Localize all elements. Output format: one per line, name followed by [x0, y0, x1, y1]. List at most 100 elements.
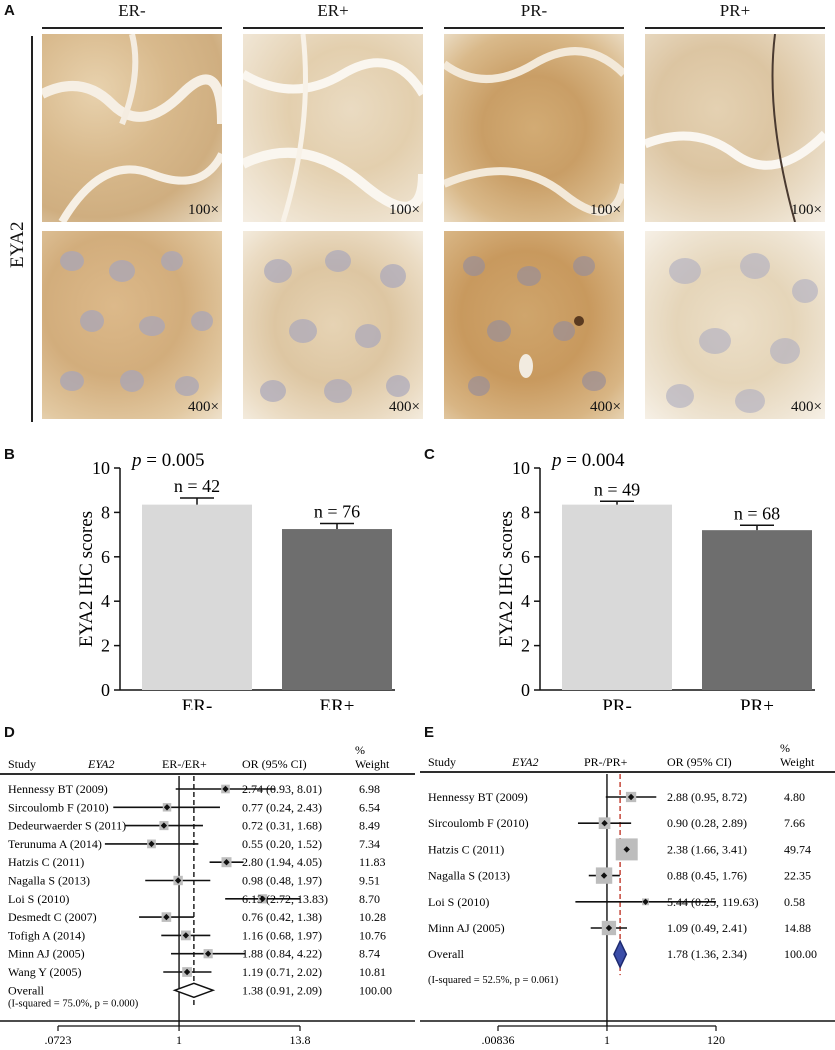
tissue-texture	[645, 34, 825, 222]
bar	[702, 530, 812, 690]
weight-value: 6.54	[359, 800, 380, 814]
weight-value: 9.51	[359, 874, 380, 888]
weight-value: 22.35	[784, 869, 811, 883]
study-name: Terunuma A (2014)	[8, 837, 102, 851]
tissue-texture	[666, 253, 818, 413]
bar	[282, 529, 392, 690]
tissue-texture	[444, 47, 624, 216]
tissue-texture	[60, 251, 213, 396]
heterogeneity-label: (I-squared = 52.5%, p = 0.061)	[428, 975, 559, 986]
panel-label-c: C	[424, 446, 435, 463]
micrograph-pr-neg-400x: 400×	[444, 231, 624, 419]
y-tick-label: 6	[521, 547, 530, 567]
point-estimate	[605, 924, 613, 932]
or-ci-value: 1.16 (0.68, 1.97)	[242, 928, 322, 942]
header-percent: %	[780, 741, 790, 755]
panel-label-e: E	[424, 724, 435, 741]
column-header-pr-neg: PR-	[520, 1, 548, 20]
heterogeneity-label: (I-squared = 75.0%, p = 0.000)	[8, 998, 139, 1009]
x-tick-label: PR+	[740, 696, 774, 710]
micrograph-er-neg-100x: 100×	[42, 34, 222, 222]
point-estimate	[174, 877, 182, 884]
study-name: Hennessy BT (2009)	[8, 782, 108, 796]
study-name: Hatzis C (2011)	[8, 855, 84, 869]
bar-chart-pr: 0 2 4 6 8 10 EYA2 IHC scores n = 49 PR-n = 68 PR+…	[496, 450, 815, 710]
overall-weight: 100.00	[359, 983, 392, 997]
header-gene: EYA2	[87, 757, 115, 771]
or-ci-value: 0.90 (0.28, 2.89)	[667, 816, 747, 830]
y-tick-label: 10	[512, 458, 530, 478]
point-estimate	[183, 968, 191, 976]
y-tick-label: 8	[101, 502, 110, 522]
panel-label-b: B	[4, 446, 15, 463]
weight-value: 7.66	[784, 816, 805, 830]
p-symbol: p	[550, 450, 566, 471]
bar-chart-er: 0 2 4 6 8 10 EYA2 IHC scores n = 42 ER-n = 76 ER+…	[76, 450, 395, 710]
or-ci-value: 5.44 (0.25, 119.63)	[667, 895, 759, 909]
study-name: Minn AJ (2005)	[8, 947, 85, 961]
forest-plot-er: Study EYA2 ER-/ER+ OR (95% CI)%Weight Hennes…	[0, 743, 415, 1047]
y-axis-label: EYA2 IHC scores	[76, 511, 97, 647]
overall-or-ci: 1.38 (0.91, 2.09)	[242, 983, 322, 997]
study-name: Hatzis C (2011)	[428, 842, 504, 856]
magnification-label: 400×	[791, 399, 822, 415]
column-header-er-neg: ER-	[118, 1, 146, 20]
weight-value: 10.81	[359, 965, 386, 979]
header-percent: %	[355, 743, 365, 757]
study-name: Dedeurwaerder S (2011)	[8, 819, 126, 833]
x-tick-label: 120	[707, 1033, 725, 1047]
y-axis-label: EYA2 IHC scores	[496, 511, 517, 647]
micrograph-pr-neg-100x: 100×	[444, 34, 624, 222]
x-tick-label: .0723	[45, 1033, 72, 1047]
weight-value: 7.34	[359, 837, 380, 851]
bar	[142, 504, 252, 690]
row-label-eya2: EYA2	[7, 221, 28, 268]
magnification-label: 400×	[188, 399, 219, 415]
study-name: Tofigh A (2014)	[8, 928, 85, 942]
or-ci-value: 1.19 (0.71, 2.02)	[242, 965, 322, 979]
magnification-label: 400×	[389, 399, 420, 415]
y-tick-label: 2	[101, 636, 110, 656]
or-ci-value: 0.77 (0.24, 2.43)	[242, 800, 322, 814]
weight-value: 8.74	[359, 947, 380, 961]
study-name: Hennessy BT (2009)	[428, 790, 528, 804]
p-value: = 0.005	[146, 450, 204, 471]
tissue-texture	[243, 34, 423, 222]
x-tick-label: ER-	[182, 696, 213, 710]
or-ci-value: 0.76 (0.42, 1.38)	[242, 910, 322, 924]
header-gene: EYA2	[511, 755, 539, 769]
column-rule-4	[645, 27, 825, 29]
header-study: Study	[428, 755, 456, 769]
study-name: Wang Y (2005)	[8, 965, 81, 979]
x-tick-label: PR-	[602, 696, 632, 710]
header-weight: Weight	[780, 755, 815, 769]
x-tick-label: ER+	[320, 696, 355, 710]
magnification-label: 100×	[389, 202, 420, 218]
or-ci-value: 0.98 (0.48, 1.97)	[242, 874, 322, 888]
y-tick-label: 4	[521, 591, 530, 611]
x-tick-label: 1	[176, 1033, 182, 1047]
study-name: Minn AJ (2005)	[428, 921, 505, 935]
panel-label-d: D	[4, 724, 15, 741]
panel-label-a: A	[4, 2, 15, 19]
y-tick-label: 6	[101, 547, 110, 567]
bar	[562, 504, 672, 690]
overall-label: Overall	[428, 947, 465, 961]
p-value-label: p = 0.004	[550, 450, 625, 471]
weight-value: 8.70	[359, 892, 380, 906]
or-ci-value: 2.80 (1.94, 4.05)	[242, 855, 322, 869]
weight-value: 14.88	[784, 921, 811, 935]
n-label: n = 49	[594, 479, 640, 499]
or-ci-value: 0.88 (0.45, 1.76)	[667, 869, 747, 883]
n-label: n = 76	[314, 502, 360, 522]
magnification-label: 400×	[590, 399, 621, 415]
p-symbol: p	[130, 450, 146, 471]
column-header-pr-pos: PR+	[719, 1, 751, 20]
study-name: Sircoulomb F (2010)	[8, 800, 109, 814]
header-comparison: ER-/ER+	[162, 757, 207, 771]
or-ci-value: 2.38 (1.66, 3.41)	[667, 842, 747, 856]
x-tick-label: 13.8	[290, 1033, 311, 1047]
point-estimate	[627, 793, 635, 801]
or-ci-value: 0.72 (0.31, 1.68)	[242, 819, 322, 833]
study-name: Desmedt C (2007)	[8, 910, 97, 924]
